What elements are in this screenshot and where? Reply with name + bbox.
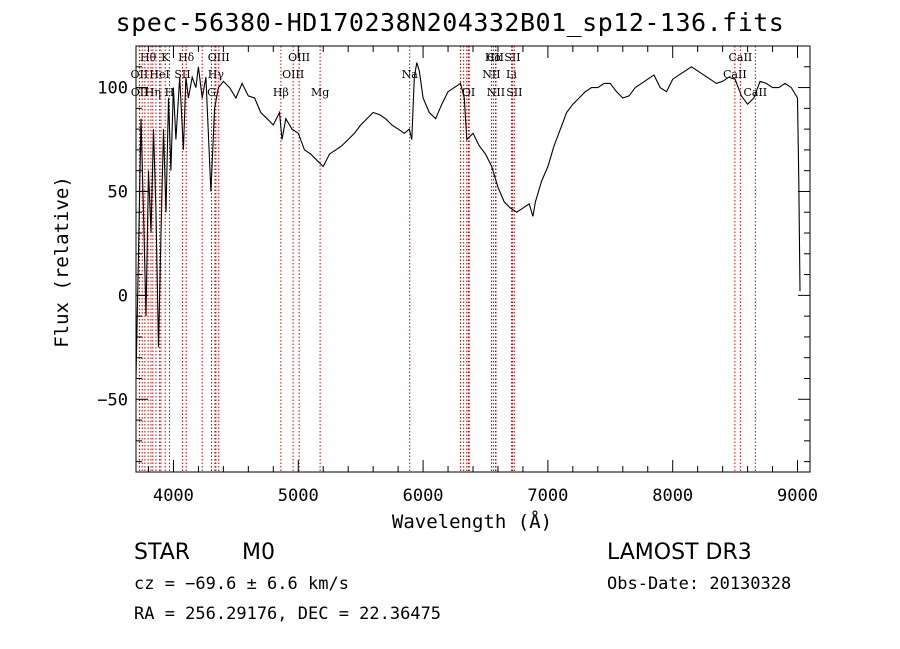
spectral-line-label: OII	[131, 86, 149, 99]
spectral-line-label: OI	[462, 86, 475, 99]
spectral-line-label: HeI	[149, 68, 169, 81]
object-type: STAR	[134, 540, 191, 565]
x-tick-label: 6000	[403, 486, 444, 506]
spectral-line-label: G	[207, 86, 216, 99]
spectral-line-label: OII	[131, 68, 149, 81]
x-tick-label: 7000	[527, 486, 568, 506]
spectral-subclass: M0	[242, 540, 275, 565]
spectral-line-label: Hδ	[178, 51, 195, 64]
x-tick-label: 5000	[278, 486, 319, 506]
spectral-line-label: Mg	[311, 86, 329, 99]
survey-name: LAMOST DR3	[607, 540, 752, 565]
spectral-line-label: K	[161, 51, 170, 64]
plot-frame	[135, 45, 811, 473]
x-tick-label: 8000	[652, 486, 693, 506]
spectrum-line	[135, 62, 801, 379]
spectral-line-label: CaII	[723, 68, 747, 81]
spectral-line-label: CII	[487, 51, 504, 64]
spectral-line-label: Hα	[485, 51, 503, 64]
y-tick-label: 0	[118, 286, 128, 306]
spectral-line-label: CaII	[729, 51, 753, 64]
spectral-line-label: OIII	[282, 68, 304, 81]
spectral-line-label: SII	[504, 51, 520, 64]
y-axis-label: Flux (relative)	[51, 176, 73, 348]
y-tick-label: 100	[97, 79, 128, 99]
redshift-cz: cz = −69.6 ± 6.6 km/s	[134, 574, 349, 594]
chart-title: spec-56380-HD170238N204332B01_sp12-136.f…	[115, 8, 785, 37]
spectrum-series	[135, 62, 801, 379]
spectral-line-label: NII	[487, 86, 505, 99]
spectral-line-label: Hγ	[208, 68, 225, 81]
spectral-line-label: SII	[506, 86, 522, 99]
spectral-line-label: H	[165, 86, 175, 99]
x-tick-label: 4000	[153, 486, 194, 506]
y-tick-label: −50	[97, 390, 128, 410]
x-tick-label: 9000	[777, 486, 818, 506]
spectral-line-label: NII	[482, 68, 500, 81]
line-markers	[138, 46, 756, 472]
spectral-line-label: Hθ	[140, 51, 157, 64]
y-tick-label: 50	[108, 182, 128, 202]
coordinates: RA = 256.29176, DEC = 22.36475	[134, 604, 442, 624]
spectral-line-label: OIII	[208, 51, 230, 64]
observation-date: Obs-Date: 20130328	[607, 574, 792, 594]
spectral-line-label: OIII	[288, 51, 310, 64]
x-axis-label: Wavelength (Å)	[392, 510, 552, 533]
spectral-line-label: Hβ	[273, 86, 289, 99]
spectral-line-label: CaII	[743, 86, 767, 99]
axis-ticks: 4000 5000 6000 7000 8000 9000 −50 0 50 100	[97, 45, 818, 506]
spectral-line-label: Li	[506, 68, 517, 81]
spectral-line-label: Na	[402, 68, 419, 81]
spectral-line-label: SII	[174, 68, 190, 81]
spectral-line-label: Hη	[145, 86, 161, 99]
